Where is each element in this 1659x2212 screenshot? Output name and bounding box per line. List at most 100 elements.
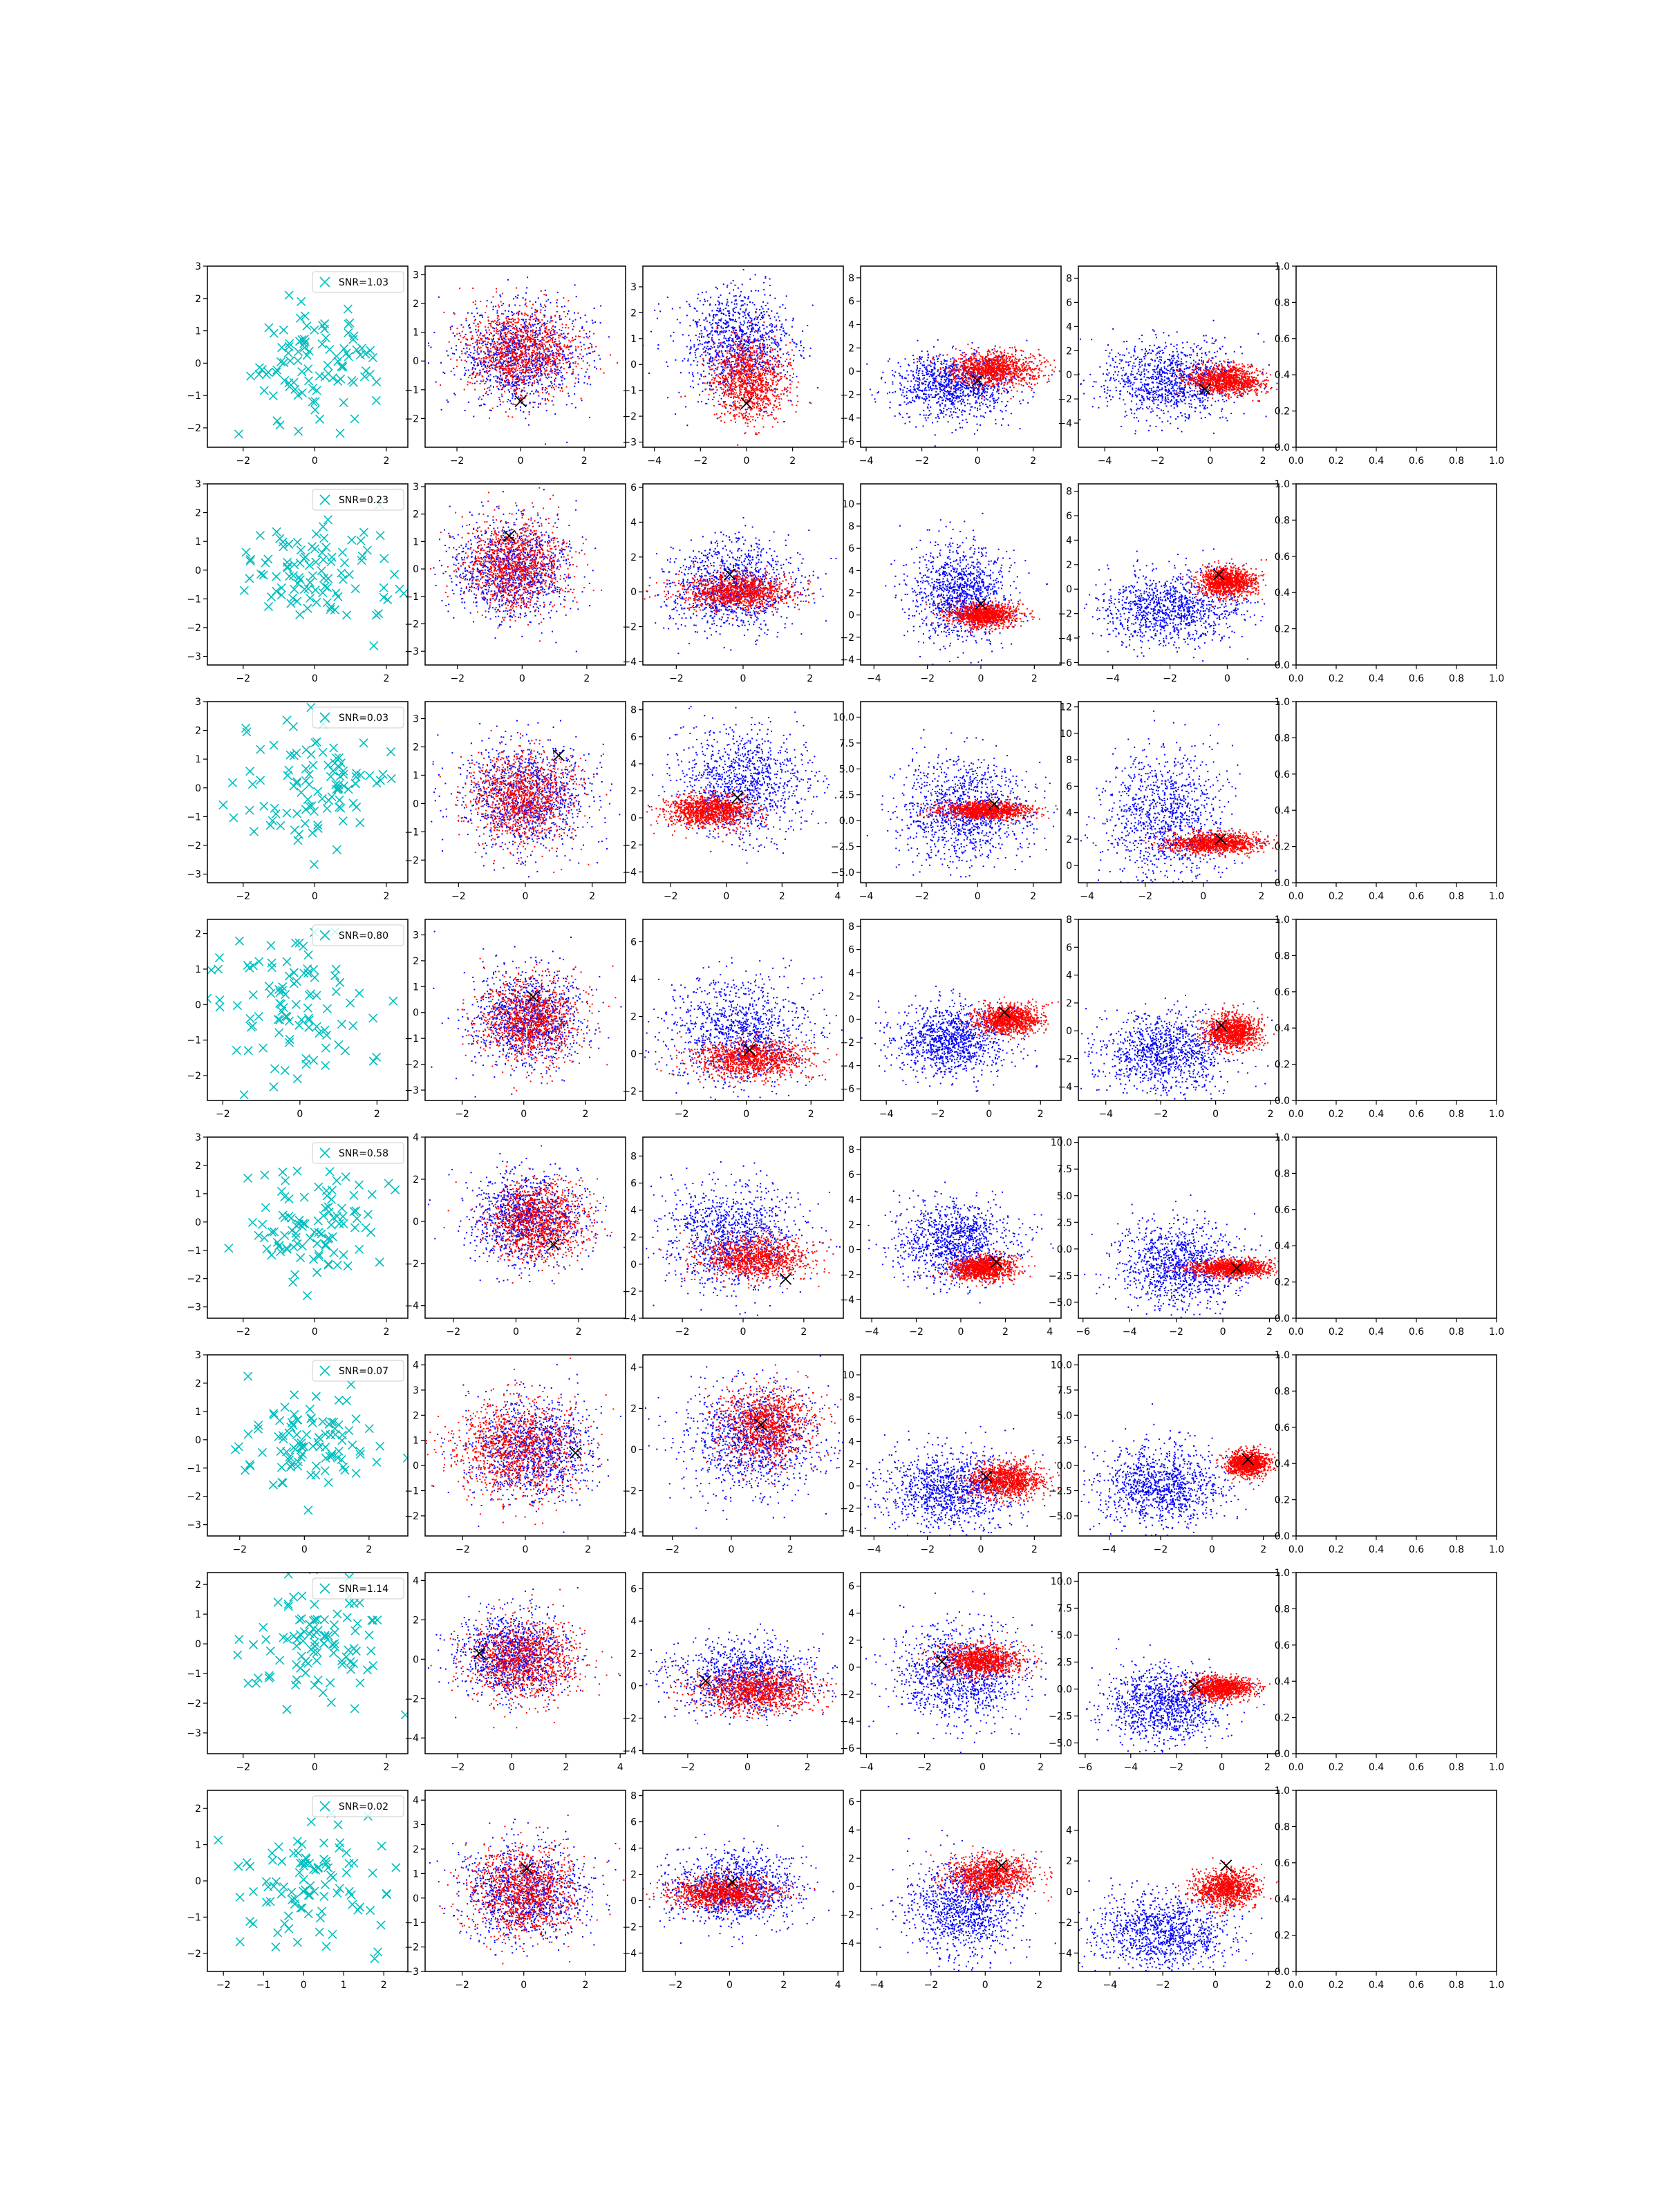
- blue-point: [733, 290, 734, 291]
- red-point: [723, 371, 724, 373]
- cyan-x-point: [265, 324, 273, 332]
- blue-point: [712, 335, 713, 336]
- blue-point: [547, 321, 548, 322]
- red-point: [529, 365, 530, 366]
- blue-point: [529, 411, 530, 413]
- red-point: [793, 373, 794, 375]
- blue-point: [543, 324, 545, 325]
- blue-point: [930, 413, 932, 414]
- blue-point: [690, 386, 691, 387]
- red-point: [729, 385, 731, 386]
- blue-point: [600, 322, 601, 324]
- blue-point: [762, 301, 764, 303]
- blue-point: [735, 312, 736, 313]
- red-point: [538, 363, 540, 364]
- red-point: [741, 379, 742, 380]
- red-point: [759, 385, 760, 386]
- blue-point: [705, 350, 706, 351]
- red-point: [492, 362, 494, 363]
- blue-point: [578, 374, 579, 375]
- red-point: [746, 373, 747, 374]
- blue-point: [740, 328, 741, 329]
- red-point: [733, 388, 735, 390]
- blue-point: [516, 353, 518, 354]
- red-point: [514, 363, 516, 364]
- red-point: [503, 402, 504, 403]
- red-point: [751, 387, 753, 388]
- red-point: [548, 329, 550, 330]
- blue-point: [990, 395, 991, 397]
- cyan-x-point: [305, 347, 313, 355]
- red-point: [514, 319, 516, 320]
- blue-point: [500, 404, 501, 405]
- red-point: [556, 299, 558, 301]
- red-point: [737, 346, 738, 348]
- red-point: [491, 355, 493, 356]
- red-point: [781, 376, 782, 377]
- red-point: [767, 354, 768, 355]
- blue-point: [812, 305, 814, 306]
- red-point: [571, 353, 572, 355]
- red-point: [733, 371, 734, 372]
- red-point: [507, 323, 509, 324]
- blue-point: [512, 332, 514, 333]
- red-point: [770, 370, 771, 371]
- red-point: [509, 332, 511, 334]
- red-point: [780, 376, 781, 377]
- red-point: [498, 306, 500, 308]
- red-point: [502, 387, 503, 388]
- blue-point: [686, 315, 688, 316]
- red-point: [527, 330, 529, 332]
- blue-point: [466, 361, 467, 362]
- blue-point: [761, 306, 762, 308]
- blue-point: [555, 352, 556, 353]
- blue-point: [946, 360, 948, 362]
- red-point: [475, 375, 476, 377]
- blue-point: [500, 294, 501, 296]
- red-point: [771, 414, 773, 415]
- blue-point: [686, 346, 688, 347]
- red-point: [722, 362, 723, 364]
- blue-point: [488, 362, 489, 363]
- blue-point: [734, 285, 735, 286]
- red-point: [567, 345, 568, 346]
- red-point: [512, 376, 514, 377]
- blue-point: [545, 290, 546, 291]
- blue-point: [762, 335, 763, 336]
- blue-point: [715, 304, 716, 306]
- blue-point: [775, 364, 776, 366]
- blue-point: [561, 319, 562, 320]
- red-point: [505, 346, 506, 348]
- red-point: [791, 365, 792, 366]
- red-point: [472, 338, 474, 339]
- red-point: [545, 348, 547, 350]
- red-point: [760, 405, 761, 406]
- red-point: [478, 340, 480, 341]
- blue-point: [489, 334, 490, 335]
- blue-point: [982, 403, 984, 404]
- red-point: [489, 368, 491, 369]
- red-point: [518, 312, 519, 313]
- blue-point: [759, 327, 760, 328]
- red-point: [511, 321, 512, 323]
- blue-point: [735, 319, 736, 321]
- red-point: [550, 371, 551, 373]
- red-point: [520, 345, 521, 346]
- red-point: [740, 400, 741, 401]
- red-point: [732, 332, 733, 333]
- blue-point: [725, 330, 727, 332]
- red-point: [475, 303, 476, 305]
- blue-point: [977, 408, 978, 409]
- red-point: [532, 364, 534, 365]
- red-point: [792, 368, 794, 370]
- blue-point: [731, 335, 732, 336]
- red-point: [510, 388, 512, 389]
- blue-point: [919, 356, 921, 357]
- blue-point: [496, 312, 498, 314]
- red-point: [525, 360, 527, 362]
- blue-point: [780, 334, 782, 335]
- cyan-x-point: [285, 291, 293, 299]
- red-point: [759, 377, 760, 379]
- red-point: [517, 330, 518, 332]
- blue-point: [522, 337, 523, 338]
